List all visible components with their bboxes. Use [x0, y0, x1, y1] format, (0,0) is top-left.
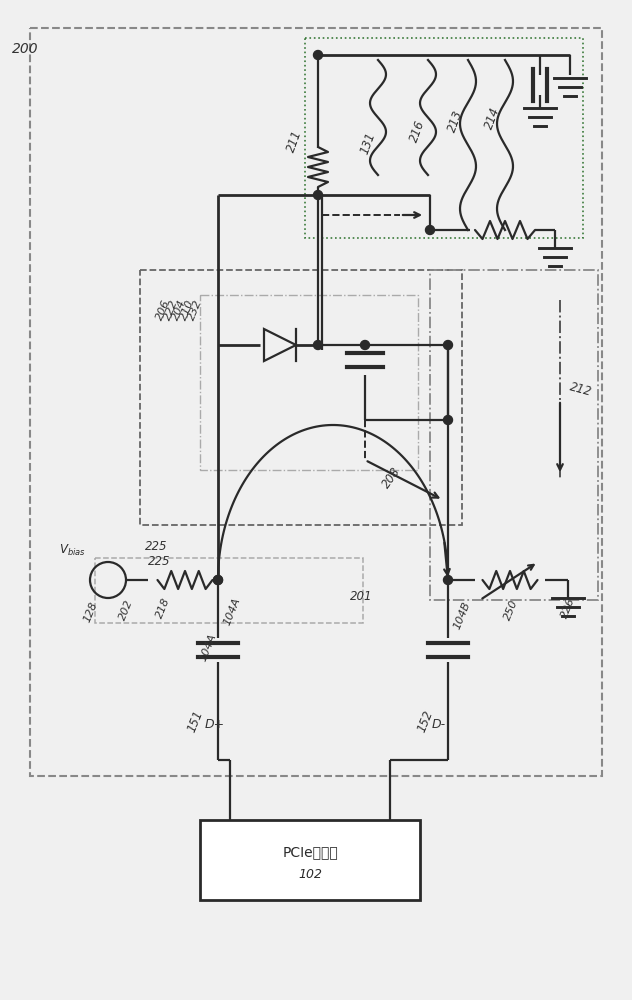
Circle shape [444, 340, 453, 350]
Text: 204: 204 [171, 298, 188, 322]
Text: 216: 216 [408, 118, 428, 144]
Circle shape [313, 50, 322, 60]
Text: 131: 131 [358, 130, 378, 156]
Text: 128: 128 [82, 600, 99, 624]
Text: 225: 225 [145, 540, 167, 553]
Text: 214: 214 [483, 105, 503, 131]
Circle shape [444, 576, 453, 584]
Text: D-: D- [432, 718, 446, 731]
Text: 104A: 104A [222, 596, 242, 627]
FancyBboxPatch shape [200, 820, 420, 900]
Text: 202: 202 [118, 598, 135, 622]
Text: 225: 225 [148, 555, 171, 568]
Text: 210: 210 [179, 298, 197, 322]
Circle shape [360, 340, 370, 350]
Text: $V_{bias}$: $V_{bias}$ [59, 543, 86, 558]
Circle shape [313, 340, 322, 350]
Circle shape [425, 226, 435, 234]
Text: 201: 201 [350, 590, 372, 603]
Circle shape [313, 190, 322, 200]
Text: 208: 208 [380, 465, 404, 491]
Text: 212: 212 [568, 380, 593, 398]
Text: 250: 250 [503, 598, 520, 622]
Text: 206: 206 [155, 298, 173, 322]
Text: 104B: 104B [452, 600, 472, 631]
Text: 102: 102 [298, 867, 322, 880]
Text: 222: 222 [163, 298, 180, 322]
Text: 152: 152 [415, 708, 435, 734]
Text: 151: 151 [185, 708, 205, 734]
Text: 232: 232 [187, 298, 204, 322]
Circle shape [444, 416, 453, 424]
Text: 218: 218 [155, 596, 173, 620]
Text: 200: 200 [12, 42, 39, 56]
Text: PCIe发射机: PCIe发射机 [282, 845, 338, 859]
Text: 211: 211 [285, 128, 305, 154]
Text: D+: D+ [205, 718, 225, 731]
Text: 213: 213 [446, 108, 466, 134]
Circle shape [214, 576, 222, 584]
Circle shape [214, 576, 222, 584]
Text: 104A: 104A [198, 632, 218, 663]
Text: 226: 226 [560, 596, 577, 620]
